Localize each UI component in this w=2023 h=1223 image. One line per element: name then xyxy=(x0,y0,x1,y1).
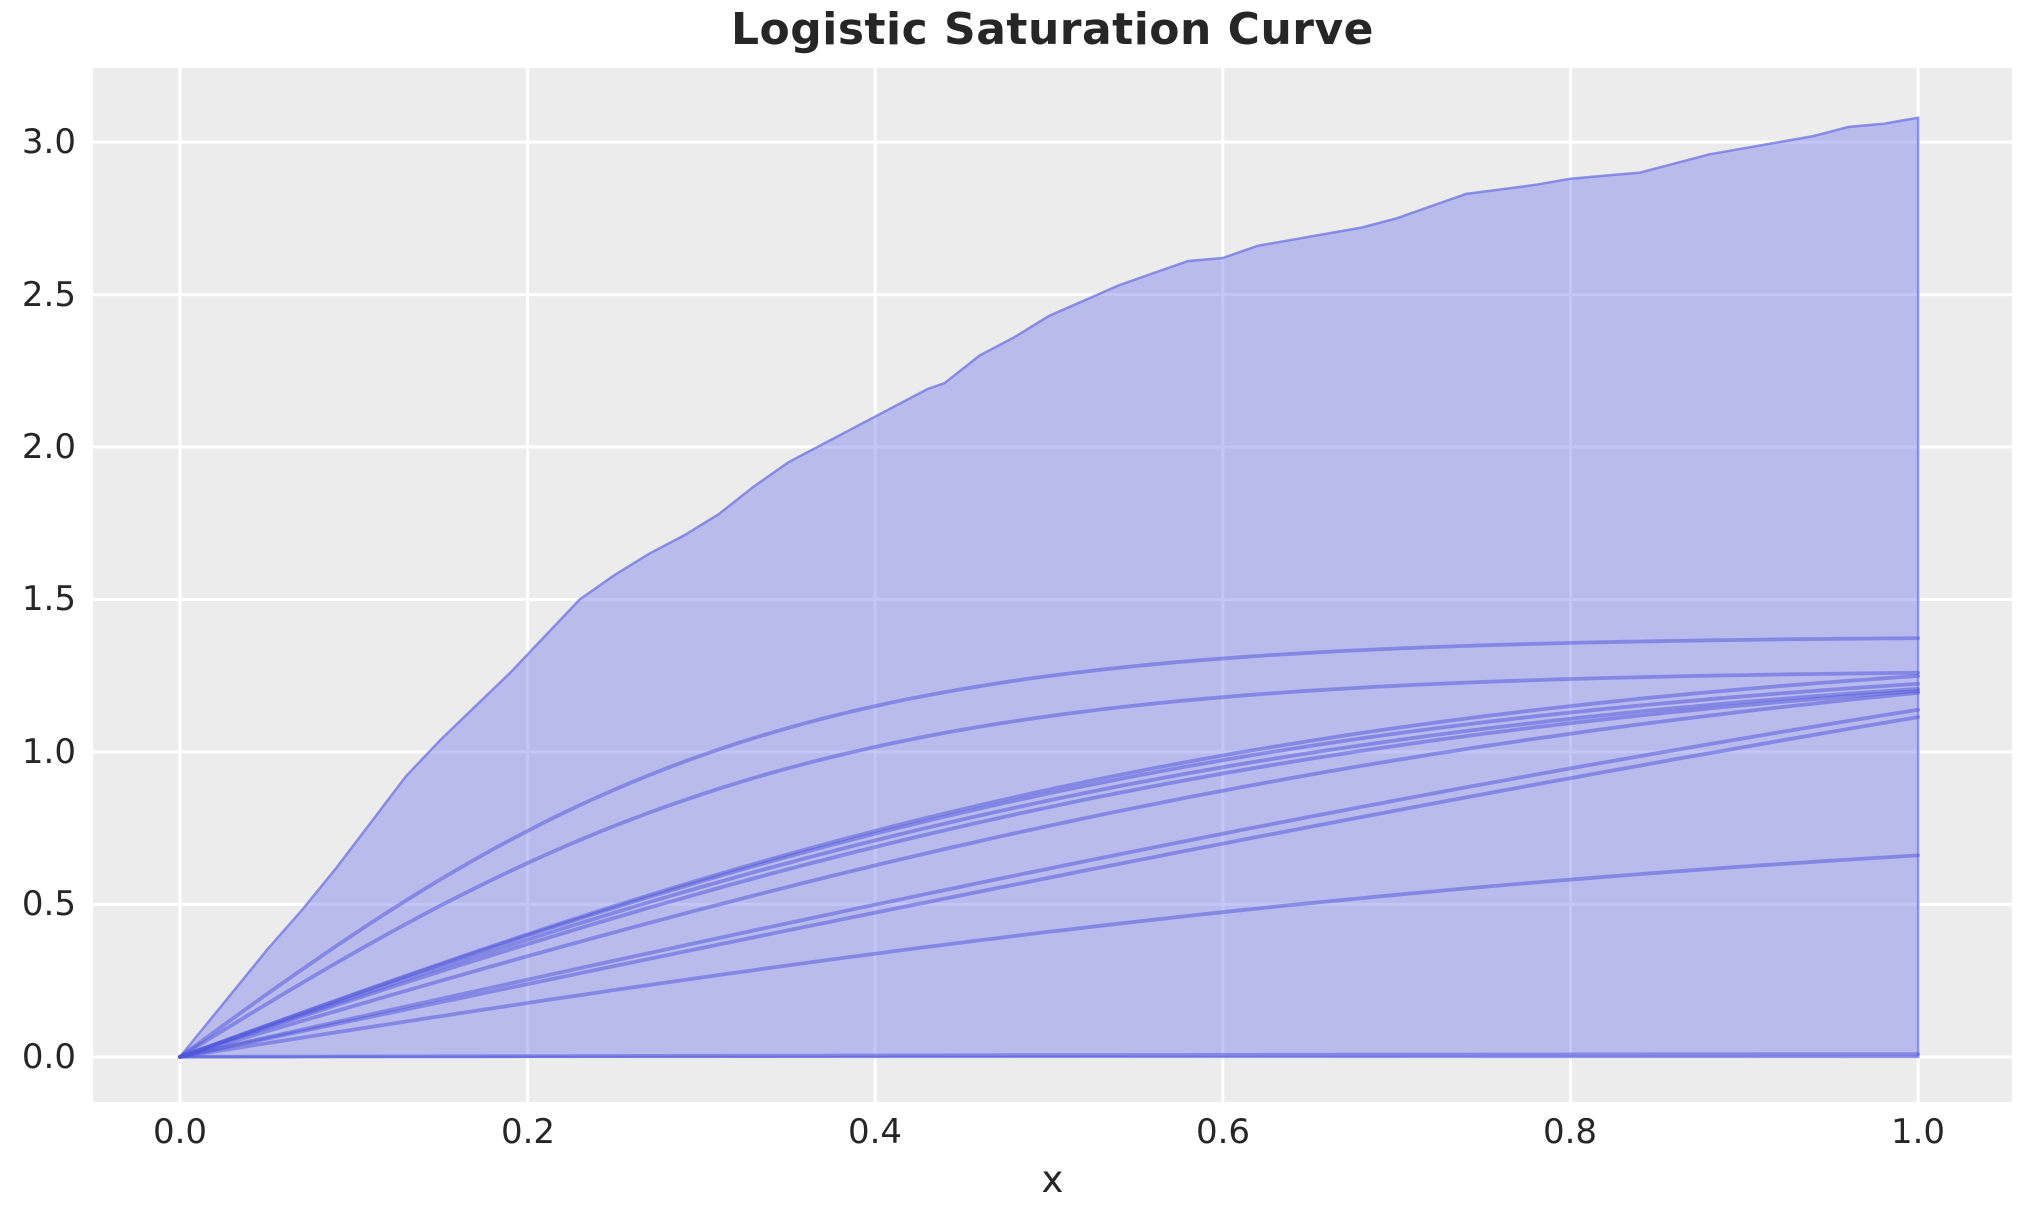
saturation-curve-4 xyxy=(178,681,1920,1059)
y-tick-label: 2.5 xyxy=(21,275,76,315)
saturation-curve-6 xyxy=(178,689,1920,1059)
x-tick-label: 0.4 xyxy=(847,1112,903,1152)
saturation-curve-11 xyxy=(178,1052,1920,1059)
saturation-curve-10 xyxy=(178,853,1920,1059)
x-tick-label: 0.8 xyxy=(1542,1112,1598,1152)
x-axis-label: x xyxy=(1041,1158,1064,1201)
saturation-curve-7 xyxy=(178,690,1920,1059)
x-tick-label: 0.0 xyxy=(152,1112,208,1152)
y-tick-label: 0.5 xyxy=(21,884,76,924)
y-tick-label: 0.0 xyxy=(21,1037,76,1077)
saturation-curve-1 xyxy=(178,636,1920,1059)
uncertainty-band xyxy=(177,116,1920,1059)
saturation-curve-5 xyxy=(178,687,1920,1059)
y-tick-label: 3.0 xyxy=(21,122,76,162)
chart-title: Logistic Saturation Curve xyxy=(730,4,1374,55)
saturation-curve-9 xyxy=(178,715,1920,1059)
saturation-curve-2 xyxy=(178,670,1920,1059)
y-tick-label: 1.0 xyxy=(21,732,76,772)
saturation-curve-8 xyxy=(178,707,1920,1059)
x-tick-label: 1.0 xyxy=(1890,1112,1946,1152)
y-tick-label: 2.0 xyxy=(21,427,76,467)
x-tick-label: 0.2 xyxy=(500,1112,556,1152)
y-tick-label: 1.5 xyxy=(21,579,76,619)
x-tick-label: 0.6 xyxy=(1195,1112,1251,1152)
